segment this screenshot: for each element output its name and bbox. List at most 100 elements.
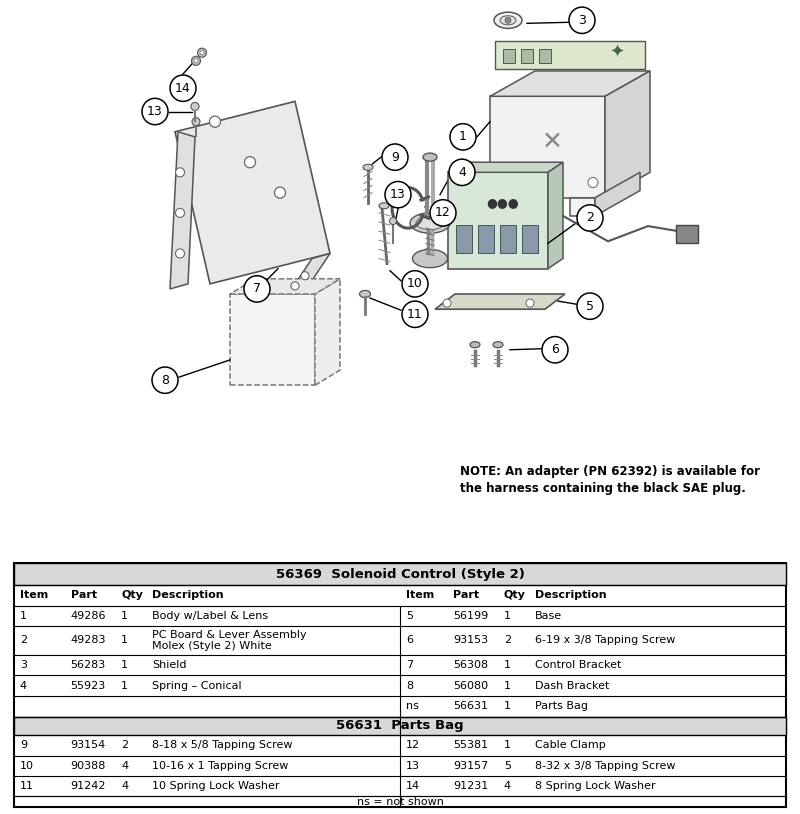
Text: 2: 2 <box>504 636 511 646</box>
Text: Part: Part <box>70 590 97 601</box>
Text: Item: Item <box>20 590 48 601</box>
Ellipse shape <box>493 342 503 348</box>
Polygon shape <box>605 71 650 198</box>
Text: 3: 3 <box>578 14 586 27</box>
Polygon shape <box>570 198 595 216</box>
Text: Body w/Label & Lens: Body w/Label & Lens <box>153 610 269 621</box>
Text: 93153: 93153 <box>453 636 488 646</box>
Text: Control Bracket: Control Bracket <box>535 660 622 670</box>
Polygon shape <box>435 294 565 309</box>
Text: 49286: 49286 <box>70 610 106 621</box>
Text: 2: 2 <box>122 741 128 751</box>
Text: 3: 3 <box>20 660 26 670</box>
Ellipse shape <box>359 291 370 298</box>
Text: 49283: 49283 <box>70 636 106 646</box>
Polygon shape <box>548 162 563 269</box>
Text: 1: 1 <box>504 660 511 670</box>
Text: 91242: 91242 <box>70 781 106 791</box>
Text: 6: 6 <box>406 636 414 646</box>
Text: 13: 13 <box>390 188 406 201</box>
Ellipse shape <box>416 217 444 230</box>
Text: NOTE: An adapter (PN 62392) is available for
the harness containing the black SA: NOTE: An adapter (PN 62392) is available… <box>460 465 760 495</box>
Circle shape <box>245 156 255 168</box>
Text: 14: 14 <box>406 781 420 791</box>
Text: 1: 1 <box>122 681 128 690</box>
Text: 9: 9 <box>20 741 27 751</box>
Text: 8: 8 <box>161 374 169 387</box>
Text: 56631  Parts Bag: 56631 Parts Bag <box>336 720 464 733</box>
Circle shape <box>175 249 185 258</box>
Text: Description: Description <box>535 590 606 601</box>
Text: 7: 7 <box>253 282 261 295</box>
Text: 9: 9 <box>391 151 399 164</box>
Polygon shape <box>230 279 340 294</box>
Ellipse shape <box>413 249 447 268</box>
Text: Dash Bracket: Dash Bracket <box>535 681 610 690</box>
Polygon shape <box>490 71 650 96</box>
Circle shape <box>505 17 511 24</box>
Polygon shape <box>230 294 315 385</box>
Text: 1: 1 <box>504 741 511 751</box>
Text: 6-19 x 3/8 Tapping Screw: 6-19 x 3/8 Tapping Screw <box>535 636 675 646</box>
Text: ✕: ✕ <box>542 130 562 154</box>
Text: ✦: ✦ <box>610 44 625 62</box>
Text: 10: 10 <box>20 761 34 771</box>
Text: 11: 11 <box>20 781 34 791</box>
Circle shape <box>450 124 476 150</box>
Text: 10-16 x 1 Tapping Screw: 10-16 x 1 Tapping Screw <box>153 761 289 771</box>
Polygon shape <box>315 279 340 385</box>
Text: 1: 1 <box>459 130 467 143</box>
Text: 4: 4 <box>122 761 128 771</box>
Text: 56283: 56283 <box>70 660 106 670</box>
Circle shape <box>192 117 200 125</box>
Text: 93154: 93154 <box>70 741 106 751</box>
Text: Qty: Qty <box>122 590 143 601</box>
Polygon shape <box>490 96 605 198</box>
Text: 1: 1 <box>504 681 511 690</box>
Text: 56308: 56308 <box>453 660 488 670</box>
Text: 8-32 x 3/8 Tapping Screw: 8-32 x 3/8 Tapping Screw <box>535 761 675 771</box>
Circle shape <box>175 168 185 177</box>
Circle shape <box>291 282 299 290</box>
Text: 93157: 93157 <box>453 761 488 771</box>
Text: Parts Bag: Parts Bag <box>535 702 588 711</box>
Text: 12: 12 <box>435 207 451 220</box>
Text: 90388: 90388 <box>70 761 106 771</box>
Text: 13: 13 <box>406 761 420 771</box>
Circle shape <box>430 199 456 226</box>
Text: Shield: Shield <box>153 660 187 670</box>
Circle shape <box>402 301 428 327</box>
FancyBboxPatch shape <box>14 716 786 735</box>
Text: 55381: 55381 <box>453 741 488 751</box>
Text: 4: 4 <box>458 166 466 179</box>
Text: 8: 8 <box>406 681 414 690</box>
Text: 56369  Solenoid Control (Style 2): 56369 Solenoid Control (Style 2) <box>275 567 525 580</box>
Circle shape <box>210 116 221 127</box>
Text: 7: 7 <box>406 660 414 670</box>
Polygon shape <box>175 102 330 284</box>
Circle shape <box>301 272 309 280</box>
FancyBboxPatch shape <box>456 225 472 253</box>
Text: 1: 1 <box>504 702 511 711</box>
Text: ns: ns <box>406 702 419 711</box>
Text: 2: 2 <box>20 636 27 646</box>
FancyBboxPatch shape <box>522 225 538 253</box>
Text: 56199: 56199 <box>453 610 488 621</box>
Text: Base: Base <box>535 610 562 621</box>
Text: 1: 1 <box>122 610 128 621</box>
Text: ns = not shown: ns = not shown <box>357 797 443 807</box>
Circle shape <box>577 205 603 231</box>
Ellipse shape <box>410 213 450 233</box>
Ellipse shape <box>363 164 373 170</box>
Circle shape <box>382 144 408 170</box>
Text: Part: Part <box>453 590 479 601</box>
FancyBboxPatch shape <box>478 225 494 253</box>
FancyBboxPatch shape <box>14 563 786 585</box>
Circle shape <box>191 103 199 111</box>
Circle shape <box>194 59 198 63</box>
Polygon shape <box>495 41 645 69</box>
Text: 8 Spring Lock Washer: 8 Spring Lock Washer <box>535 781 656 791</box>
Text: 4: 4 <box>20 681 27 690</box>
FancyBboxPatch shape <box>500 225 516 253</box>
Text: 13: 13 <box>147 105 163 118</box>
